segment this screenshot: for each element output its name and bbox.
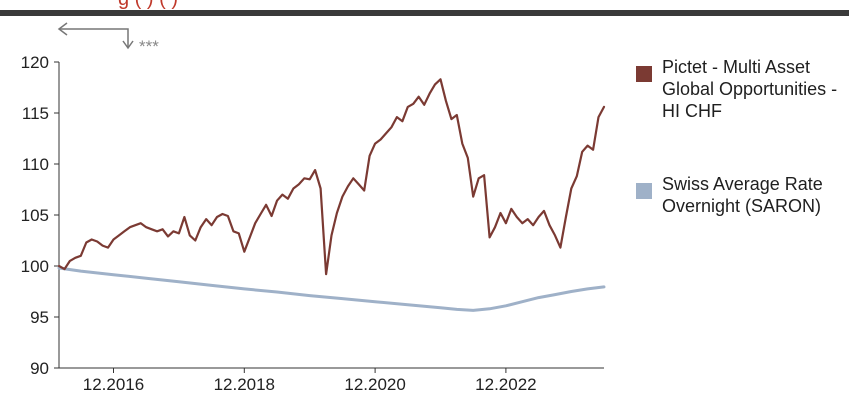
- legend-swatch-saron: [636, 183, 652, 199]
- x-tick-label: 12.2020: [344, 375, 405, 394]
- y-tick-label: 105: [21, 206, 49, 225]
- legend-label-saron: Swiss Average Rate Overnight (SARON): [662, 174, 823, 216]
- series-line-fund: [57, 78, 606, 276]
- legend: Pictet - Multi Asset Global Opportunitie…: [636, 56, 846, 256]
- annotation-arrow-head-down: [122, 40, 134, 50]
- annotation-arrow-line: [60, 28, 129, 47]
- y-tick-label: 110: [22, 155, 49, 174]
- x-tick-label: 12.2018: [214, 375, 275, 394]
- header-strip: g ( ) ( ): [0, 0, 849, 16]
- legend-item-saron: Swiss Average Rate Overnight (SARON): [636, 173, 846, 243]
- x-tick-label: 12.2016: [83, 375, 144, 394]
- legend-label-fund: Pictet - Multi Asset Global Opportunitie…: [662, 57, 838, 121]
- header-title-fragment: g ( ) ( ): [118, 0, 178, 11]
- y-tick-label: 95: [30, 308, 49, 327]
- y-tick-label: 120: [21, 53, 49, 72]
- legend-item-fund: Pictet - Multi Asset Global Opportunitie…: [636, 56, 846, 166]
- y-tick-label: 115: [22, 104, 49, 123]
- header-rule: [0, 10, 849, 16]
- annotation-note: ***: [139, 37, 159, 56]
- y-tick-label: 100: [21, 257, 49, 276]
- y-tick-label: 90: [30, 359, 49, 378]
- series-line-saron: [57, 266, 606, 312]
- legend-swatch-fund: [636, 66, 652, 82]
- annotation-arrow-head-left: [57, 22, 68, 36]
- axes: 90 95 100 105 110 115 120 12.2016 12.2018 12.2020…: [21, 53, 604, 394]
- series-layer: [57, 78, 606, 312]
- x-tick-label: 12.2022: [475, 375, 536, 394]
- annotation-arrow: ***: [57, 22, 159, 56]
